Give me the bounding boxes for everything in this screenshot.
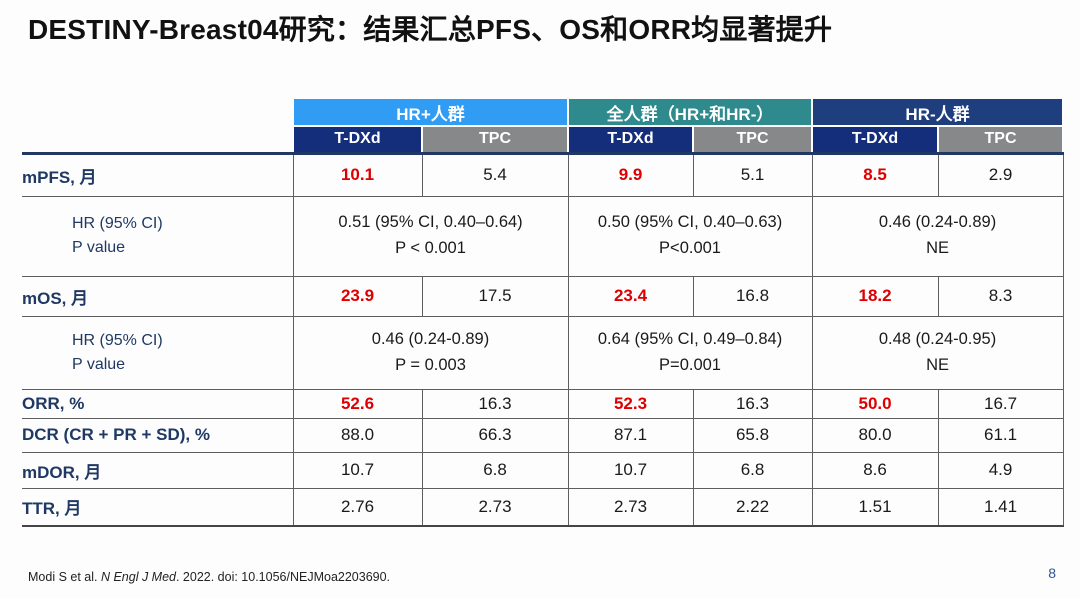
row-label: HR (95% CI) P value (22, 315, 294, 390)
page-number: 8 (1048, 565, 1056, 581)
row-label: HR (95% CI) P value (22, 195, 294, 277)
arm-header-tpc: TPC (420, 125, 570, 154)
citation-journal: N Engl J Med (100, 570, 176, 584)
hr-value-cell: 0.48 (0.24-0.95) NE (811, 315, 1064, 390)
value-cell: 2.73 (567, 487, 694, 527)
group-header-hr-minus: HR-人群 (811, 97, 1065, 127)
value-cell: 10.7 (292, 451, 423, 489)
table-row-hr-os: HR (95% CI) P value 0.46 (0.24-0.89) P =… (22, 315, 1064, 390)
value-cell: 1.41 (937, 487, 1064, 527)
value-cell: 16.3 (421, 388, 569, 419)
value-cell: 2.76 (292, 487, 423, 527)
hr-value-cell: 0.51 (95% CI, 0.40–0.64) P < 0.001 (292, 195, 569, 277)
value-cell: 8.3 (937, 275, 1064, 317)
value-cell: 1.51 (811, 487, 939, 527)
slide-title: DESTINY-Breast04研究：结果汇总PFS、OS和ORR均显著提升 (28, 14, 833, 45)
table-row-dcr: DCR (CR + PR + SD), % 88.0 66.3 87.1 65.… (22, 417, 1064, 453)
value-cell: 5.1 (692, 151, 813, 197)
hr-value-cell: 0.46 (0.24-0.89) NE (811, 195, 1064, 277)
value-cell: 50.0 (811, 388, 939, 419)
value-cell: 17.5 (421, 275, 569, 317)
value-cell: 16.8 (692, 275, 813, 317)
group-header-all: 全人群（HR+和HR-） (567, 97, 814, 127)
row-label: mDOR, 月 (22, 451, 294, 489)
value-cell: 18.2 (811, 275, 939, 317)
row-label: DCR (CR + PR + SD), % (22, 417, 294, 453)
table-row-mpfs: mPFS, 月 10.1 5.4 9.9 5.1 8.5 2.9 (22, 151, 1064, 197)
table-row-ttr: TTR, 月 2.76 2.73 2.73 2.22 1.51 1.41 (22, 487, 1064, 527)
citation-prefix: Modi S et al. (28, 570, 101, 584)
value-cell: 61.1 (937, 417, 1064, 453)
citation-suffix: . 2022. doi: 10.1056/NEJMoa2203690. (175, 570, 391, 584)
value-cell: 2.73 (421, 487, 569, 527)
corner-cell (22, 126, 293, 153)
arm-header-tdxd: T-DXd (811, 125, 940, 154)
value-cell: 2.9 (937, 151, 1064, 197)
arm-header-tpc: TPC (692, 125, 814, 154)
value-cell: 16.3 (692, 388, 813, 419)
row-label: mPFS, 月 (22, 151, 294, 197)
table-row-mos: mOS, 月 23.9 17.5 23.4 16.8 18.2 8.3 (22, 275, 1064, 317)
citation: Modi S et al. N Engl J Med. 2022. doi: 1… (28, 570, 390, 584)
arm-header-row: T-DXd TPC T-DXd TPC T-DXd TPC (22, 125, 1065, 154)
value-cell: 8.6 (811, 451, 939, 489)
corner-cell (22, 98, 293, 126)
row-label: mOS, 月 (22, 275, 294, 317)
value-cell: 16.7 (937, 388, 1064, 419)
value-cell: 5.4 (421, 151, 569, 197)
group-header-row: HR+人群 全人群（HR+和HR-） HR-人群 (22, 97, 1065, 127)
group-header-hr-plus: HR+人群 (291, 97, 570, 127)
value-cell: 4.9 (937, 451, 1064, 489)
value-cell: 52.3 (567, 388, 694, 419)
value-cell: 10.7 (567, 451, 694, 489)
value-cell: 80.0 (811, 417, 939, 453)
hr-value-cell: 0.46 (0.24-0.89) P = 0.003 (292, 315, 569, 390)
value-cell: 6.8 (421, 451, 569, 489)
row-label: TTR, 月 (22, 487, 294, 527)
value-cell: 9.9 (567, 151, 694, 197)
arm-header-tdxd: T-DXd (292, 125, 423, 154)
table-row-mdor: mDOR, 月 10.7 6.8 10.7 6.8 8.6 4.9 (22, 451, 1064, 489)
value-cell: 23.4 (567, 275, 694, 317)
table-row-hr-pfs: HR (95% CI) P value 0.51 (95% CI, 0.40–0… (22, 195, 1064, 277)
arm-header-tdxd: T-DXd (567, 125, 695, 154)
value-cell: 66.3 (421, 417, 569, 453)
row-label: ORR, % (22, 388, 294, 419)
value-cell: 87.1 (567, 417, 694, 453)
hr-value-cell: 0.50 (95% CI, 0.40–0.63) P<0.001 (567, 195, 813, 277)
arm-header-tpc: TPC (937, 125, 1065, 154)
value-cell: 23.9 (292, 275, 423, 317)
results-table: HR+人群 全人群（HR+和HR-） HR-人群 T-DXd TPC T-DXd… (22, 97, 1065, 527)
value-cell: 2.22 (692, 487, 813, 527)
value-cell: 8.5 (811, 151, 939, 197)
value-cell: 65.8 (692, 417, 813, 453)
hr-value-cell: 0.64 (95% CI, 0.49–0.84) P=0.001 (567, 315, 813, 390)
value-cell: 88.0 (292, 417, 423, 453)
table-row-orr: ORR, % 52.6 16.3 52.3 16.3 50.0 16.7 (22, 388, 1064, 419)
value-cell: 52.6 (292, 388, 423, 419)
value-cell: 6.8 (692, 451, 813, 489)
value-cell: 10.1 (292, 151, 423, 197)
